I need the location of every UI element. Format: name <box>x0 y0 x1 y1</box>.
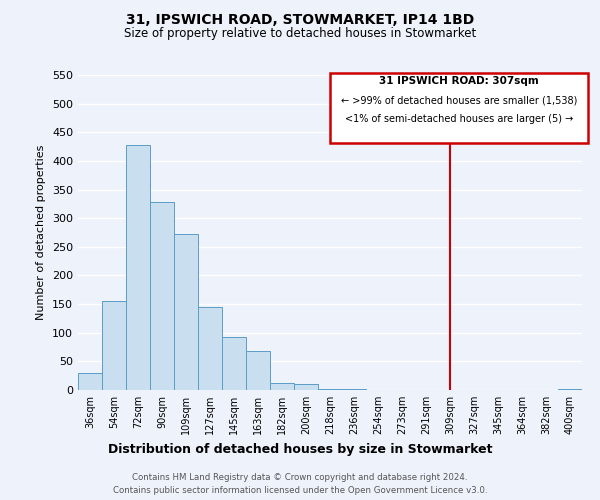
Text: 31, IPSWICH ROAD, STOWMARKET, IP14 1BD: 31, IPSWICH ROAD, STOWMARKET, IP14 1BD <box>126 12 474 26</box>
Bar <box>270 383 294 390</box>
Bar <box>318 389 342 390</box>
Bar <box>558 389 582 390</box>
Text: Size of property relative to detached houses in Stowmarket: Size of property relative to detached ho… <box>124 28 476 40</box>
Bar <box>174 234 198 390</box>
Text: <1% of semi-detached houses are larger (5) →: <1% of semi-detached houses are larger (… <box>345 114 573 124</box>
Bar <box>78 373 102 390</box>
Text: Distribution of detached houses by size in Stowmarket: Distribution of detached houses by size … <box>108 442 492 456</box>
Text: ← >99% of detached houses are smaller (1,538): ← >99% of detached houses are smaller (1… <box>341 96 577 106</box>
Bar <box>246 351 270 390</box>
Bar <box>150 202 174 390</box>
Text: Contains HM Land Registry data © Crown copyright and database right 2024.: Contains HM Land Registry data © Crown c… <box>132 472 468 482</box>
Text: Contains public sector information licensed under the Open Government Licence v3: Contains public sector information licen… <box>113 486 487 495</box>
Bar <box>198 307 222 390</box>
Bar <box>102 301 126 390</box>
Y-axis label: Number of detached properties: Number of detached properties <box>37 145 46 320</box>
Text: 31 IPSWICH ROAD: 307sqm: 31 IPSWICH ROAD: 307sqm <box>379 76 539 86</box>
Bar <box>126 146 150 390</box>
Bar <box>222 338 246 390</box>
Bar <box>294 384 318 390</box>
